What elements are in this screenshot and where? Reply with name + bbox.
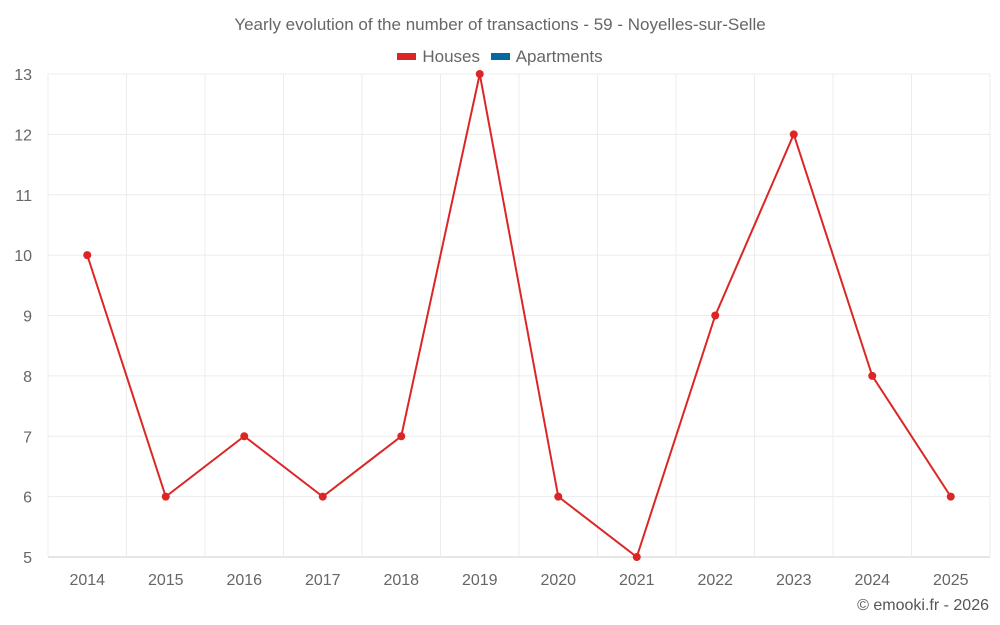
data-point [946, 492, 955, 501]
data-point [318, 492, 327, 501]
x-tick-label: 2023 [776, 572, 812, 589]
data-point [789, 130, 798, 139]
x-tick-label: 2024 [854, 572, 890, 589]
x-tick-label: 2019 [462, 572, 498, 589]
data-point [397, 432, 406, 441]
data-point [161, 492, 170, 501]
x-tick-label: 2017 [305, 572, 341, 589]
x-tick-label: 2021 [619, 572, 655, 589]
x-tick-label: 2022 [697, 572, 733, 589]
legend: Houses Apartments [0, 45, 1000, 67]
series-line-houses [86, 73, 952, 559]
data-point [240, 432, 249, 441]
y-tick-label: 13 [14, 67, 32, 84]
data-point [711, 311, 720, 320]
legend-item-houses[interactable]: Houses [397, 47, 480, 67]
legend-label: Apartments [515, 46, 603, 66]
y-tick-label: 9 [23, 309, 32, 326]
data-point [632, 553, 641, 561]
y-tick-label: 12 [14, 127, 32, 144]
x-tick-label: 2018 [383, 572, 419, 589]
y-tick-label: 7 [23, 429, 32, 446]
data-point [554, 492, 563, 501]
x-tick-label: 2016 [226, 572, 262, 589]
data-point [475, 70, 484, 78]
x-tick-label: 2014 [69, 572, 105, 589]
x-tick-label: 2020 [540, 572, 576, 589]
y-tick-label: 6 [23, 490, 32, 507]
credit: © emooki.fr - 2026 [857, 597, 989, 614]
x-tick-label: 2025 [933, 572, 969, 589]
chart-title: Yearly evolution of the number of transa… [234, 15, 766, 34]
legend-swatch-apartments [490, 53, 510, 60]
y-tick-label: 11 [15, 188, 32, 205]
y-tick-label: 8 [23, 369, 32, 386]
legend-item-apartments[interactable]: Apartments [490, 46, 603, 67]
legend-swatch-houses [397, 53, 417, 60]
y-tick-label: 10 [14, 248, 32, 265]
data-point [868, 371, 877, 380]
data-point [83, 251, 92, 260]
x-tick-label: 2015 [148, 572, 184, 589]
legend-label: Houses [422, 46, 480, 66]
y-tick-label: 5 [23, 550, 32, 567]
